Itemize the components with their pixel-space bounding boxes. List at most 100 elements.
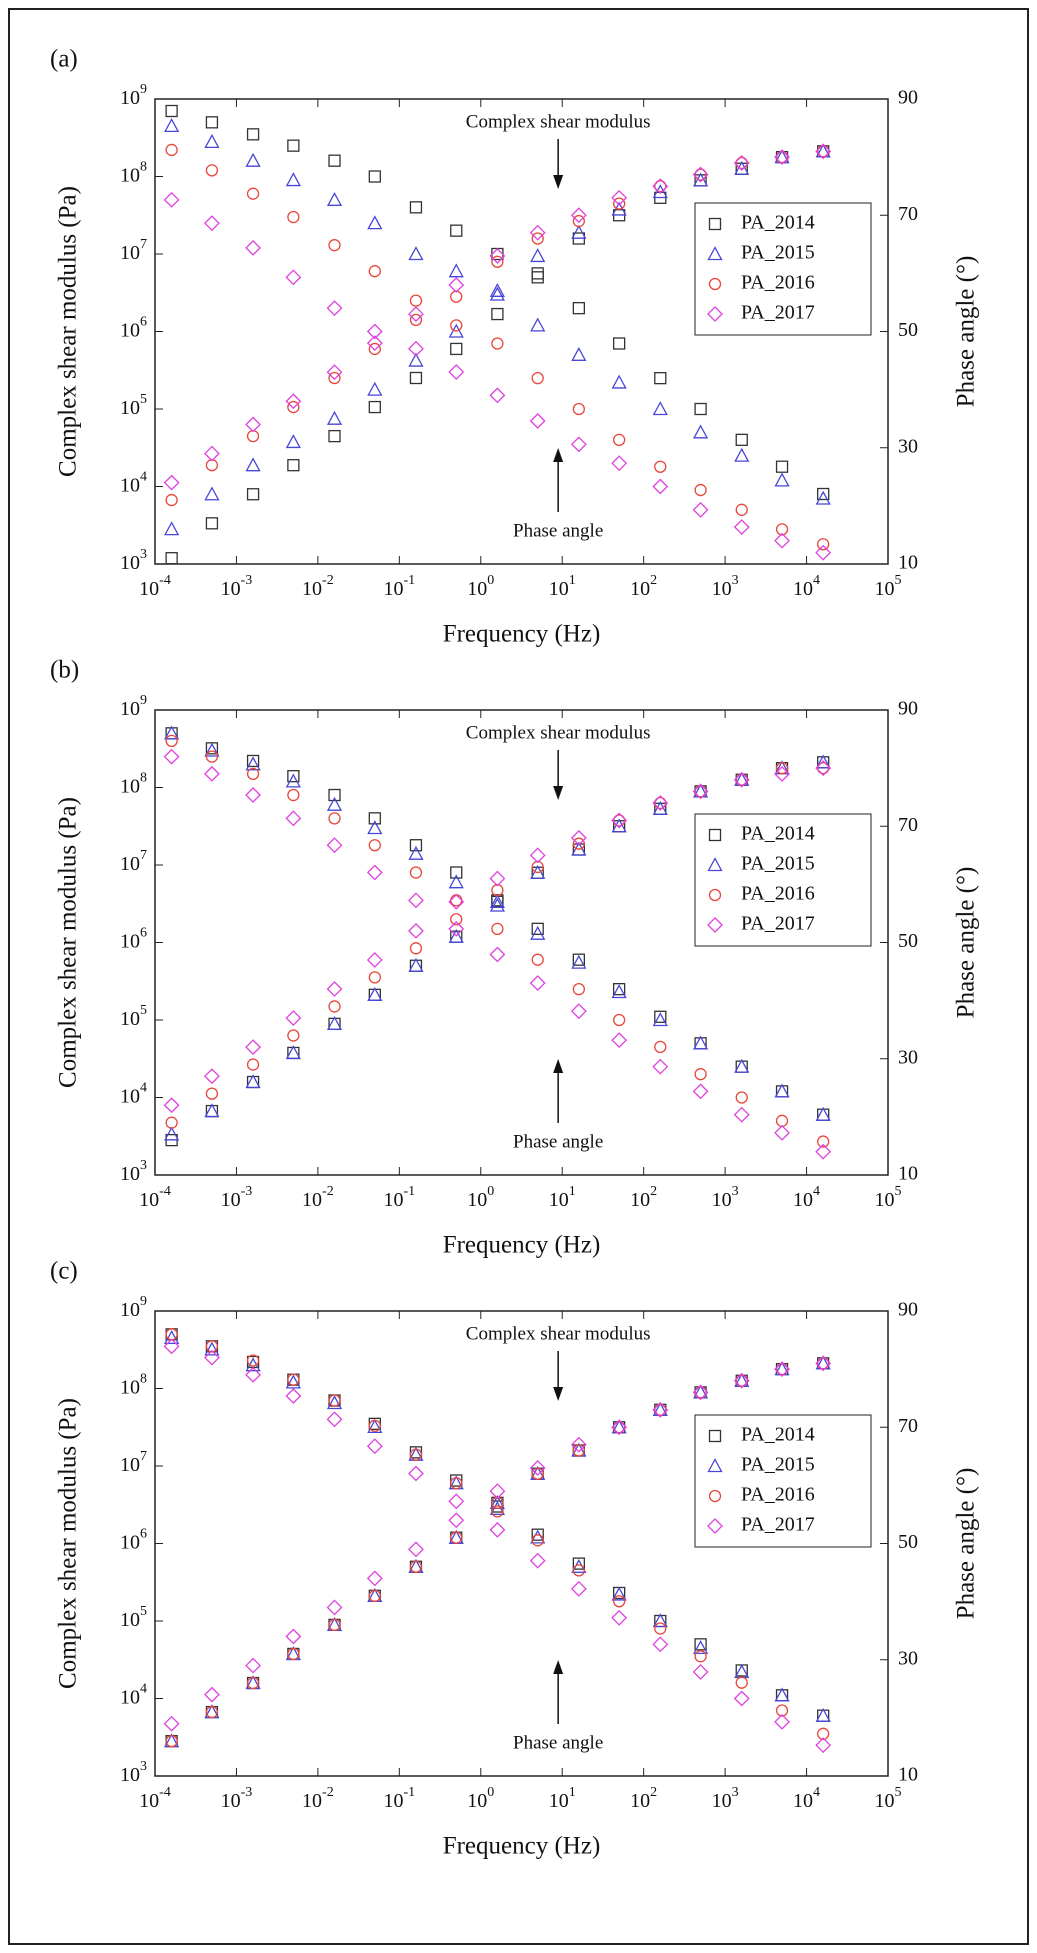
marker [163,191,180,208]
marker [775,523,789,536]
marker [328,429,341,443]
marker [612,1421,626,1434]
marker [694,785,707,798]
arrow-head [553,448,564,462]
marker [774,149,790,166]
marker [287,770,300,783]
marker [733,155,750,171]
marker [205,750,219,763]
marker [734,447,750,462]
marker [326,1599,343,1616]
y2-axis-label: Phase angle (°) [953,1468,980,1620]
marker [817,145,830,158]
marker [817,1135,830,1148]
marker [611,812,628,829]
marker [775,150,789,164]
marker [287,1373,300,1386]
marker [571,954,587,969]
marker [815,1707,831,1722]
marker [448,1493,465,1510]
y-tick-label: 108 [120,1372,147,1398]
marker [163,1338,180,1355]
marker [367,381,383,396]
x-tick-label: 101 [549,1184,576,1210]
marker [815,1143,832,1160]
marker [611,1609,628,1626]
marker [652,800,668,815]
marker [612,983,626,996]
x-tick-label: 104 [793,573,820,599]
marker [530,317,546,332]
y2-axis-label: Phase angle (°) [953,867,980,1019]
marker [205,1705,219,1719]
marker [245,1357,261,1372]
marker [287,400,300,414]
marker [572,302,585,315]
marker [408,246,424,261]
marker [245,787,261,803]
marker [654,460,667,473]
marker [448,1512,465,1529]
marker [571,841,587,856]
y-tick-label: 104 [120,470,147,496]
legend-label: PA_2015 [741,1454,815,1476]
marker [328,239,341,252]
x-tick-label: 10-4 [139,1184,171,1210]
y2-tick-label: 10 [898,1163,918,1185]
marker [328,371,341,385]
panel-label: (a) [50,46,78,73]
marker [366,1570,383,1587]
marker [285,1010,302,1026]
marker [572,402,585,416]
marker [287,788,300,802]
marker [572,953,585,966]
marker [611,1419,628,1436]
annotation: Phase angle [513,1732,603,1753]
legend-label: PA_2017 [741,913,815,935]
marker [367,1418,383,1434]
marker [408,340,424,357]
marker [733,1372,750,1389]
annotation: Complex shear modulus [466,722,651,743]
marker [570,1436,587,1453]
marker [570,829,587,846]
marker [694,483,707,497]
marker [409,313,423,327]
marker [326,364,343,381]
marker [815,490,831,505]
marker [734,1058,750,1073]
marker [774,1713,790,1730]
marker [246,767,260,781]
legend-marker [708,1429,722,1443]
marker [408,1541,424,1558]
marker [815,754,831,769]
marker [163,474,180,491]
x-tick-label: 10-1 [383,573,415,599]
marker [815,544,832,561]
marker [368,971,381,984]
marker [368,1419,381,1432]
marker [611,1586,627,1601]
marker [246,1676,260,1690]
marker [491,337,504,350]
x-tick-label: 10-3 [221,1785,253,1811]
y-tick-label: 103 [120,547,147,573]
marker [612,197,626,210]
marker [165,734,178,747]
annotation: Phase angle [513,520,603,541]
marker [326,981,343,997]
legend-marker [708,277,722,291]
marker [489,387,506,404]
marker [328,1000,341,1013]
marker [531,372,544,385]
marker [570,436,587,453]
marker [409,866,423,879]
marker [450,866,463,879]
legend-label: PA_2014 [741,212,815,234]
x-tick-label: 102 [630,1184,657,1210]
marker [775,1114,789,1127]
marker [570,1580,587,1597]
marker [326,410,343,425]
marker [409,294,423,307]
y-tick-label: 108 [120,771,147,797]
